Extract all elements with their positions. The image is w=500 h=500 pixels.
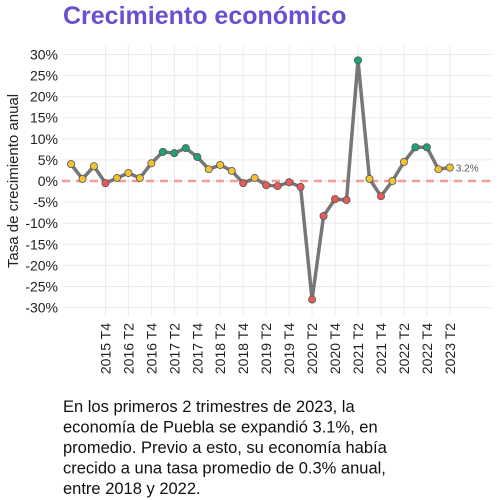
caption-line: En los primeros 2 trimestres de 2023, la	[63, 398, 355, 416]
point	[147, 159, 156, 168]
y-tick-label: 30%	[30, 46, 58, 62]
point	[158, 147, 167, 156]
point	[216, 160, 225, 169]
point	[342, 195, 351, 204]
point	[376, 192, 385, 201]
point	[411, 143, 420, 152]
x-tick-label: 2016 T2	[120, 323, 136, 374]
x-tick-label: 2018 T2	[212, 323, 228, 374]
y-tick-label: -15%	[25, 236, 58, 252]
point	[399, 158, 408, 167]
y-tick-label: -25%	[25, 278, 58, 294]
caption-line: promedio. Previo a esto, su economía hab…	[63, 439, 388, 457]
x-tick-label: 2021 T2	[350, 323, 366, 374]
point	[319, 212, 328, 221]
point	[204, 165, 213, 174]
y-tick-label: 20%	[30, 89, 58, 105]
point	[273, 182, 282, 191]
point	[89, 162, 98, 171]
x-tick-label: 2017 T4	[189, 323, 205, 374]
point	[112, 174, 121, 183]
point	[388, 176, 397, 185]
y-tick-label: 15%	[30, 110, 58, 126]
x-tick-label: 2019 T2	[258, 323, 274, 374]
point	[135, 174, 144, 183]
chart-title: Crecimiento económico	[63, 2, 346, 30]
point	[67, 160, 76, 169]
value-label: 3.2%	[456, 164, 479, 175]
x-tick-label: 2017 T2	[166, 323, 182, 374]
point	[422, 143, 431, 152]
point	[331, 195, 340, 204]
caption-line: crecido a una tasa promedio de 0.3% anua…	[63, 460, 386, 478]
y-tick-label: -30%	[25, 300, 58, 316]
y-axis-label: Tasa de crecimiento anual	[5, 94, 22, 268]
point	[308, 295, 317, 304]
x-tick-label: 2016 T4	[143, 323, 159, 374]
point	[78, 174, 87, 183]
point	[124, 168, 133, 177]
x-tick-label: 2023 T2	[442, 323, 458, 374]
point	[365, 174, 374, 183]
point	[239, 179, 248, 188]
x-tick-label: 2021 T4	[373, 323, 389, 374]
point	[101, 179, 110, 188]
x-tick-label: 2019 T4	[281, 323, 297, 374]
y-tick-label: -20%	[25, 257, 58, 273]
y-tick-label: 5%	[38, 152, 58, 168]
point	[445, 163, 454, 172]
caption-line: entre 2018 y 2022.	[63, 480, 201, 498]
y-tick-label: -10%	[25, 215, 58, 231]
point	[227, 166, 236, 175]
point	[296, 182, 305, 191]
y-tick-label: 10%	[30, 131, 58, 147]
caption-line: economía de Puebla se expandió 3.1%, en	[63, 419, 378, 437]
x-tick-label: 2020 T2	[304, 323, 320, 374]
point	[285, 178, 294, 187]
point	[353, 56, 362, 65]
y-tick-label: 25%	[30, 68, 58, 84]
x-tick-label: 2022 T4	[419, 323, 435, 374]
point	[434, 165, 443, 174]
point	[170, 149, 179, 158]
x-tick-label: 2020 T4	[327, 323, 343, 374]
y-tick-label: 0%	[38, 173, 58, 189]
x-tick-label: 2015 T4	[97, 323, 113, 374]
x-tick-label: 2018 T4	[235, 323, 251, 374]
point	[250, 174, 259, 183]
point	[262, 181, 271, 190]
line	[69, 58, 451, 302]
point	[193, 152, 202, 161]
y-tick-label: -5%	[33, 194, 58, 210]
x-tick-label: 2022 T2	[396, 323, 412, 374]
point	[181, 144, 190, 153]
